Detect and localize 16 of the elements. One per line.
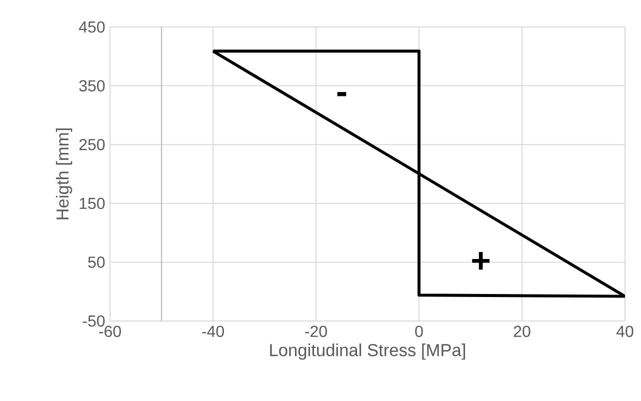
y-tick-label: -50 xyxy=(82,315,105,327)
x-tick-label: -20 xyxy=(305,326,327,338)
x-tick-label: 40 xyxy=(616,326,634,338)
x-axis-title: Longitudinal Stress [MPa] xyxy=(270,344,465,360)
annotation: - xyxy=(337,92,346,96)
annotation: + xyxy=(472,252,490,270)
x-tick-label: -40 xyxy=(202,326,224,338)
y-tick-label: 250 xyxy=(79,138,105,150)
y-tick-label: 150 xyxy=(80,198,105,210)
x-tick-label: 20 xyxy=(514,326,530,338)
y-tick-label: 50 xyxy=(88,256,105,268)
y-tick-label: 350 xyxy=(79,80,105,92)
y-axis-title: Heigth [mm] xyxy=(56,128,72,220)
y-tick-label: 450 xyxy=(78,21,105,33)
x-tick-label: -60 xyxy=(99,326,121,338)
x-tick-label: 0 xyxy=(415,326,423,338)
